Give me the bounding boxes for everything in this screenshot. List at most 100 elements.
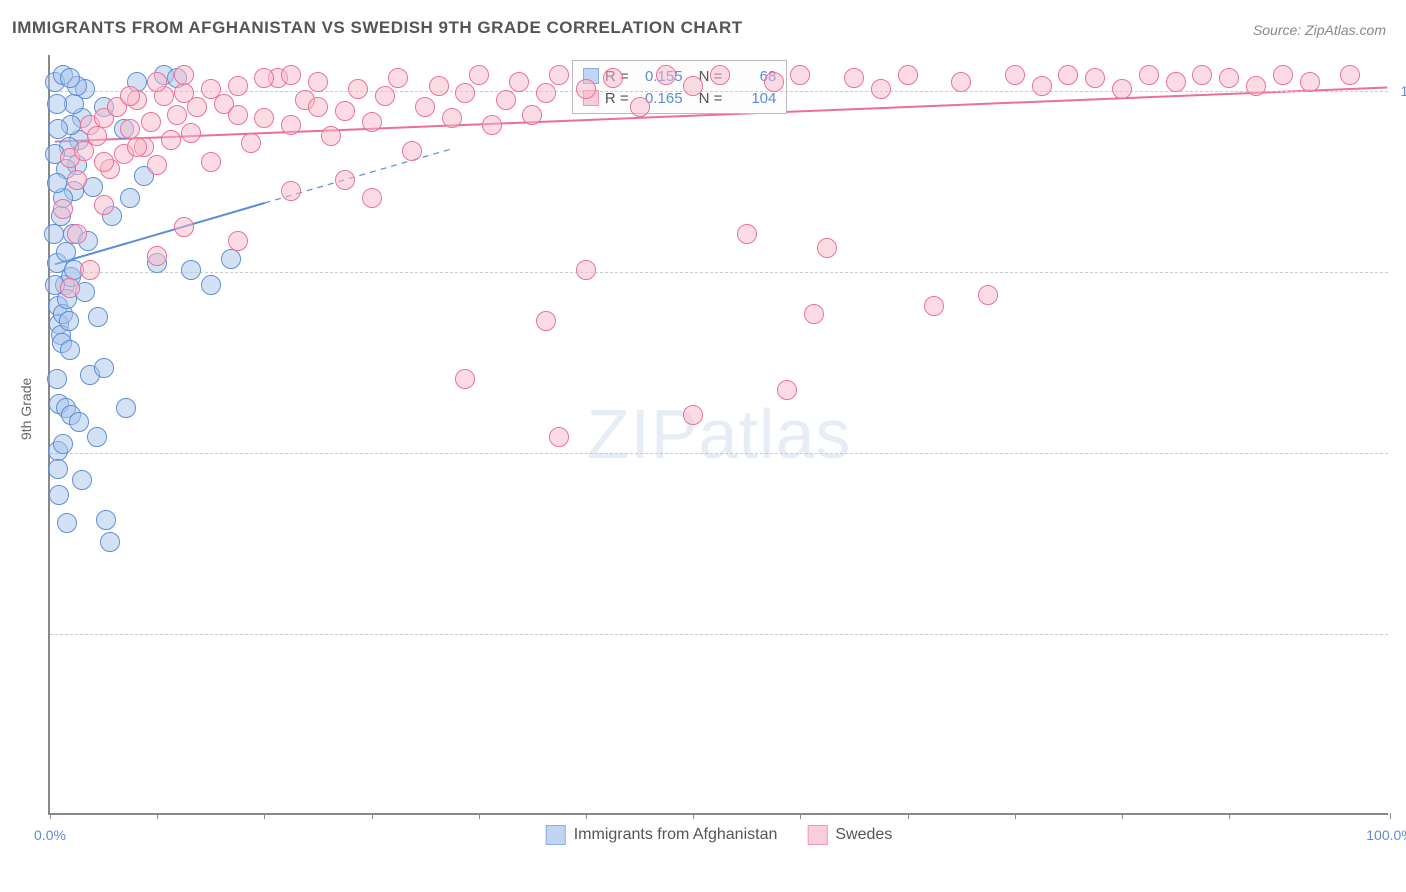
data-point-swedes xyxy=(127,137,147,157)
data-point-swedes xyxy=(141,112,161,132)
x-tick xyxy=(586,813,587,819)
data-point-swedes xyxy=(764,72,784,92)
data-point-swedes xyxy=(281,65,301,85)
data-point-swedes xyxy=(362,188,382,208)
series-legend-label: Swedes xyxy=(835,826,892,844)
data-point-swedes xyxy=(161,130,181,150)
data-point-swedes xyxy=(167,105,187,125)
data-point-swedes xyxy=(1192,65,1212,85)
data-point-swedes xyxy=(1166,72,1186,92)
watermark: ZIPatlas xyxy=(587,394,852,474)
x-tick xyxy=(372,813,373,819)
data-point-swedes xyxy=(388,68,408,88)
data-point-swedes xyxy=(308,72,328,92)
data-point-swedes xyxy=(281,115,301,135)
data-point-swedes xyxy=(1340,65,1360,85)
x-tick xyxy=(1015,813,1016,819)
data-point-swedes xyxy=(683,405,703,425)
data-point-swedes xyxy=(603,68,623,88)
data-point-swedes xyxy=(790,65,810,85)
data-point-swedes xyxy=(804,304,824,324)
data-point-swedes xyxy=(241,133,261,153)
data-point-swedes xyxy=(187,97,207,117)
x-tick xyxy=(908,813,909,819)
data-point-afghan xyxy=(56,242,76,262)
data-point-swedes xyxy=(174,65,194,85)
series-legend-item-swedes: Swedes xyxy=(807,825,892,845)
x-tick xyxy=(693,813,694,819)
data-point-swedes xyxy=(147,155,167,175)
x-tick xyxy=(1390,813,1391,819)
data-point-swedes xyxy=(281,181,301,201)
data-point-swedes xyxy=(87,126,107,146)
data-point-swedes xyxy=(630,97,650,117)
data-point-swedes xyxy=(335,170,355,190)
y-tick-label: 85.0% xyxy=(1393,626,1406,642)
data-point-swedes xyxy=(1219,68,1239,88)
data-point-afghan xyxy=(64,94,84,114)
x-tick xyxy=(157,813,158,819)
data-point-swedes xyxy=(455,369,475,389)
data-point-swedes xyxy=(321,126,341,146)
data-point-afghan xyxy=(48,119,68,139)
data-point-afghan xyxy=(47,369,67,389)
data-point-swedes xyxy=(683,76,703,96)
x-tick xyxy=(1229,813,1230,819)
data-point-swedes xyxy=(94,152,114,172)
data-point-swedes xyxy=(94,195,114,215)
data-point-swedes xyxy=(522,105,542,125)
data-point-swedes xyxy=(1112,79,1132,99)
data-point-swedes xyxy=(777,380,797,400)
data-point-swedes xyxy=(120,119,140,139)
data-point-swedes xyxy=(429,76,449,96)
data-point-swedes xyxy=(951,72,971,92)
data-point-swedes xyxy=(442,108,462,128)
data-point-swedes xyxy=(871,79,891,99)
data-point-afghan xyxy=(100,532,120,552)
data-point-swedes xyxy=(228,105,248,125)
series-legend: Immigrants from Afghanistan Swedes xyxy=(546,825,893,845)
data-point-swedes xyxy=(978,285,998,305)
x-tick xyxy=(1122,813,1123,819)
data-point-swedes xyxy=(1085,68,1105,88)
data-point-swedes xyxy=(737,224,757,244)
data-point-afghan xyxy=(47,94,67,114)
data-point-afghan xyxy=(87,427,107,447)
data-point-swedes xyxy=(924,296,944,316)
data-point-swedes xyxy=(174,217,194,237)
data-point-swedes xyxy=(576,260,596,280)
data-point-swedes xyxy=(1273,65,1293,85)
data-point-afghan xyxy=(60,340,80,360)
x-tick xyxy=(50,813,51,819)
data-point-swedes xyxy=(1005,65,1025,85)
data-point-swedes xyxy=(536,311,556,331)
grid-line xyxy=(50,272,1388,273)
chart-title: IMMIGRANTS FROM AFGHANISTAN VS SWEDISH 9… xyxy=(12,18,743,38)
data-point-swedes xyxy=(496,90,516,110)
data-point-swedes xyxy=(1058,65,1078,85)
data-point-swedes xyxy=(67,170,87,190)
data-point-swedes xyxy=(1300,72,1320,92)
source-name: ZipAtlas.com xyxy=(1305,22,1386,38)
data-point-swedes xyxy=(710,65,730,85)
data-point-swedes xyxy=(469,65,489,85)
y-tick-label: 90.0% xyxy=(1393,445,1406,461)
series-legend-item-afghan: Immigrants from Afghanistan xyxy=(546,825,778,845)
data-point-swedes xyxy=(402,141,422,161)
data-point-swedes xyxy=(549,65,569,85)
data-point-afghan xyxy=(221,249,241,269)
data-point-afghan xyxy=(96,510,116,530)
data-point-swedes xyxy=(308,97,328,117)
data-point-swedes xyxy=(656,65,676,85)
x-tick xyxy=(479,813,480,819)
series-legend-label: Immigrants from Afghanistan xyxy=(574,826,778,844)
source-prefix: Source: xyxy=(1253,22,1305,38)
data-point-swedes xyxy=(147,72,167,92)
data-point-swedes xyxy=(228,231,248,251)
data-point-afghan xyxy=(69,412,89,432)
data-point-swedes xyxy=(67,224,87,244)
data-point-afghan xyxy=(116,398,136,418)
data-point-swedes xyxy=(549,427,569,447)
x-tick xyxy=(800,813,801,819)
trend-lines-layer xyxy=(50,55,1388,813)
